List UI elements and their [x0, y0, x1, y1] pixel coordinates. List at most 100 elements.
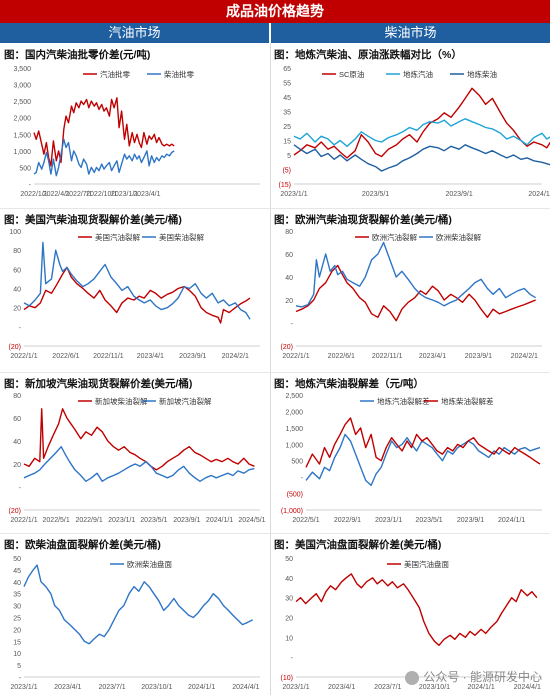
- x-tick-label: 2022/5/1: [292, 517, 319, 524]
- series-line: [293, 118, 550, 148]
- y-tick-label: 3,500: [13, 66, 31, 73]
- y-tick-label: 20: [13, 462, 21, 469]
- x-tick-label: 2024/4/1: [514, 684, 541, 691]
- y-tick-label: 30: [13, 604, 21, 611]
- y-tick-label: 15: [283, 139, 291, 146]
- row-separator: [0, 533, 550, 534]
- x-tick-label: 2023/5/1: [140, 517, 167, 524]
- y-tick-label: 500: [291, 459, 303, 466]
- chart-domestic-retail-spread: - 500 1,000 1,500 2,000 2,500 3,000 3,500 2022/1…: [13, 66, 260, 198]
- series-line: [23, 446, 255, 483]
- y-tick-label: 500: [19, 165, 31, 172]
- chart-title: 图：欧柴油盘面裂解价差(美元/桶): [4, 539, 161, 551]
- x-tick-label: 2023/4/1: [137, 353, 164, 360]
- y-tick-label: 40: [285, 275, 293, 282]
- x-tick-label: 2024/1/1: [468, 684, 495, 691]
- x-tick-label: 2023/5/1: [415, 517, 442, 524]
- x-tick-label: 2022/10/1: [86, 191, 117, 198]
- y-tick-label: 25: [283, 124, 291, 131]
- series-line: [295, 573, 538, 647]
- y-tick-label: (1,000): [281, 508, 303, 515]
- row-separator: [0, 372, 550, 373]
- x-tick-label: 2023/7/1: [98, 684, 125, 691]
- x-tick-label: 2024/1/1: [188, 684, 215, 691]
- legend-label: 美国柴油裂解: [159, 232, 204, 242]
- legend-label: 地炼汽油: [403, 69, 433, 79]
- chart-local-refinery-crack: (1,000) (500) - 500 1,000 1,500 2,000 2,500 2022…: [281, 393, 542, 524]
- legend-label: 美国汽油裂解: [95, 232, 140, 242]
- x-tick-label: 2024/1/1: [528, 191, 550, 198]
- x-tick-label: 2022/1/1: [10, 517, 37, 524]
- y-tick-label: 65: [283, 66, 291, 73]
- chart-title: 图：美国汽柴油现货裂解价差(美元/桶): [4, 214, 182, 226]
- legend-label: 新加坡柴油裂解: [95, 396, 148, 406]
- y-tick-label: 40: [13, 439, 21, 446]
- section-header-gasoline: 汽油市场: [0, 23, 269, 43]
- x-tick-label: 2023/9/1: [173, 517, 200, 524]
- x-tick-label: 2024/5/1: [238, 517, 265, 524]
- x-tick-label: 2023/1/1: [111, 191, 138, 198]
- y-tick-label: 50: [285, 556, 293, 563]
- x-tick-label: 2023/4/1: [133, 191, 160, 198]
- y-tick-label: 55: [283, 81, 291, 88]
- legend-label: 欧洲柴油盘面: [127, 559, 172, 569]
- y-tick-label: 1,000: [285, 442, 303, 449]
- y-tick-label: 45: [283, 95, 291, 102]
- x-tick-label: 2022/7/1: [65, 191, 92, 198]
- x-tick-label: 2023/1/1: [375, 517, 402, 524]
- y-tick-label: 80: [285, 229, 293, 236]
- x-tick-label: 2023/1/1: [282, 684, 309, 691]
- x-tick-label: 2023/10/1: [141, 684, 172, 691]
- legend-label: 柴油批零: [164, 69, 194, 79]
- y-tick-label: 2,500: [13, 99, 31, 106]
- x-tick-label: 2023/9/1: [179, 353, 206, 360]
- y-tick-label: 25: [13, 616, 21, 623]
- x-tick-label: 2022/11/1: [93, 353, 124, 360]
- y-tick-label: 60: [13, 416, 21, 423]
- y-tick-label: 100: [9, 229, 21, 236]
- chart-europe-diesel-futures-crack: - 5 10 15 20 25 30 35 40 45 50 2023/1/1 2023/4/1 2023…: [10, 556, 260, 691]
- series-line: [293, 144, 550, 172]
- x-tick-label: 2023/5/1: [362, 191, 389, 198]
- legend-label: 欧洲汽油裂解: [372, 232, 417, 242]
- y-tick-label: 40: [285, 576, 293, 583]
- y-tick-label: 20: [285, 298, 293, 305]
- x-tick-label: 2022/1/1: [10, 353, 37, 360]
- y-tick-label: -: [291, 655, 294, 662]
- y-tick-label: -: [301, 475, 304, 482]
- y-tick-label: -: [19, 325, 22, 332]
- y-tick-label: 2,500: [285, 393, 303, 400]
- x-tick-label: 2023/4/1: [54, 684, 81, 691]
- watermark-text: 公众号 · 能源研发中心: [423, 670, 542, 684]
- y-tick-label: (20): [9, 344, 21, 351]
- watermark: 公众号 · 能源研发中心: [405, 668, 542, 685]
- x-tick-label: 2023/7/1: [374, 684, 401, 691]
- chart-title: 图：地炼汽柴油、原油涨跌幅对比（%）: [274, 49, 462, 61]
- x-tick-label: 2024/2/1: [511, 353, 538, 360]
- y-tick-label: 5: [17, 663, 21, 670]
- y-tick-label: 3,000: [13, 83, 31, 90]
- x-tick-label: 2022/6/1: [328, 353, 355, 360]
- row-separator: [0, 208, 550, 209]
- x-tick-label: 2022/6/1: [52, 353, 79, 360]
- series-line: [295, 241, 537, 308]
- y-tick-label: 20: [285, 616, 293, 623]
- legend-label: 地炼汽油裂解差: [377, 396, 430, 406]
- x-tick-label: 2022/1/1: [282, 353, 309, 360]
- y-tick-label: 45: [13, 568, 21, 575]
- y-tick-label: (5): [282, 168, 291, 175]
- series-line: [295, 264, 536, 322]
- series-line: [305, 433, 541, 487]
- y-tick-label: 50: [13, 556, 21, 563]
- x-tick-label: 2024/2/1: [222, 353, 249, 360]
- y-tick-label: 1,500: [13, 132, 31, 139]
- x-tick-label: 2022/1/1: [20, 191, 47, 198]
- x-tick-label: 2023/9/1: [457, 517, 484, 524]
- y-tick-label: 20: [13, 306, 21, 313]
- page-title: 成品油价格趋势: [0, 0, 550, 23]
- column-divider: [270, 43, 271, 695]
- y-tick-label: 40: [13, 287, 21, 294]
- series-line: [23, 266, 251, 324]
- y-tick-label: 15: [13, 639, 21, 646]
- x-tick-label: 2023/9/1: [445, 191, 472, 198]
